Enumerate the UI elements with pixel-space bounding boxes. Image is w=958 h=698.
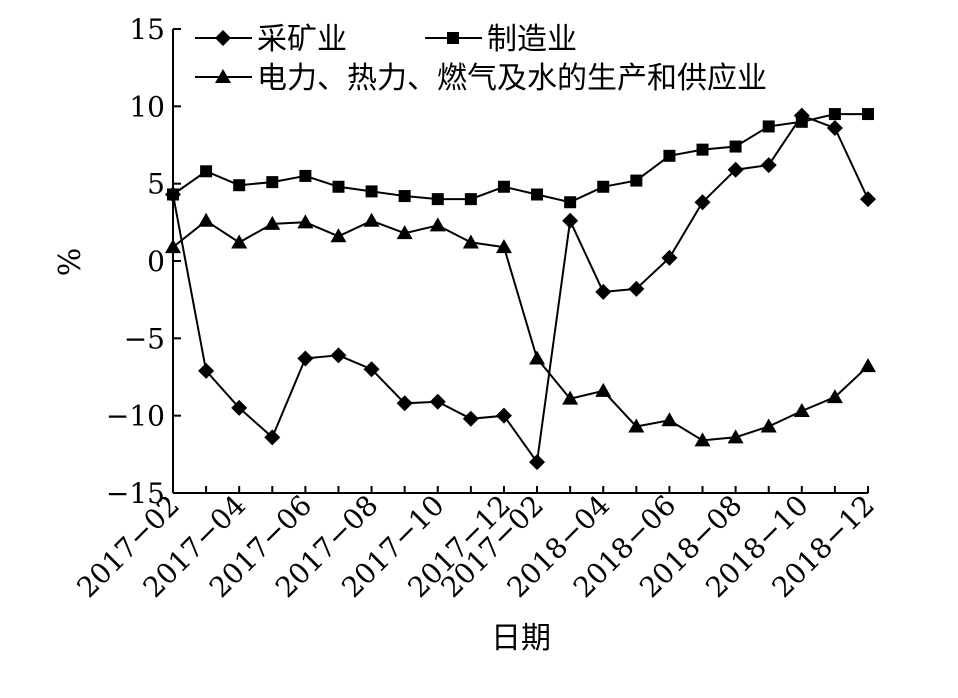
data-point bbox=[464, 193, 477, 206]
series-3 bbox=[165, 212, 876, 447]
data-point bbox=[363, 212, 380, 227]
y-tick-label: −15 bbox=[106, 477, 165, 510]
data-point bbox=[231, 399, 248, 416]
data-point bbox=[297, 350, 314, 367]
data-point bbox=[462, 234, 479, 249]
series-line bbox=[172, 114, 869, 465]
legend-marker bbox=[447, 32, 459, 44]
data-point bbox=[429, 393, 446, 410]
data-point bbox=[760, 418, 777, 433]
y-tick-label: 5 bbox=[147, 168, 165, 201]
data-point bbox=[795, 115, 808, 128]
data-point bbox=[760, 157, 777, 174]
data-point bbox=[727, 161, 744, 178]
data-point bbox=[297, 214, 314, 229]
data-point bbox=[396, 395, 413, 412]
data-point bbox=[529, 454, 546, 471]
legend-item: 电力、热力、燃气及水的生产和供应业 bbox=[195, 61, 767, 96]
data-point bbox=[266, 176, 279, 189]
data-point bbox=[233, 179, 246, 192]
data-point bbox=[630, 174, 643, 187]
data-point bbox=[826, 389, 843, 404]
data-point bbox=[562, 212, 579, 229]
data-point bbox=[661, 249, 678, 266]
y-tick-label: 0 bbox=[147, 245, 165, 278]
y-tick-label: 15 bbox=[129, 13, 165, 46]
y-axis-ticks: 15 10 5 0 −5 −10 −15 bbox=[106, 13, 181, 510]
data-point bbox=[398, 190, 411, 203]
data-point bbox=[862, 108, 874, 121]
legend-label: 制造业 bbox=[487, 22, 577, 57]
y-tick-label: 10 bbox=[129, 90, 165, 123]
data-point bbox=[826, 119, 843, 136]
y-tick-label: −5 bbox=[124, 322, 165, 355]
data-point bbox=[531, 188, 544, 201]
data-point bbox=[663, 149, 676, 162]
data-point bbox=[332, 180, 345, 193]
series-2 bbox=[167, 108, 874, 209]
series-line bbox=[172, 113, 868, 204]
data-point bbox=[200, 165, 213, 178]
data-point bbox=[330, 347, 347, 364]
data-point bbox=[396, 225, 413, 240]
data-point bbox=[628, 280, 645, 297]
data-point bbox=[330, 228, 347, 243]
legend-item: 制造业 bbox=[425, 22, 577, 57]
legend-marker bbox=[215, 69, 231, 83]
data-point bbox=[597, 180, 610, 193]
data-point bbox=[727, 429, 744, 444]
y-axis-label: % bbox=[53, 248, 88, 277]
data-point bbox=[495, 407, 512, 424]
legend-label: 电力、热力、燃气及水的生产和供应业 bbox=[257, 61, 767, 96]
data-point bbox=[628, 418, 645, 433]
data-point bbox=[694, 194, 711, 211]
data-point bbox=[828, 108, 841, 121]
data-point bbox=[264, 429, 281, 446]
data-point bbox=[696, 143, 709, 156]
data-point bbox=[661, 412, 678, 427]
data-point bbox=[198, 212, 215, 227]
y-tick-label: −10 bbox=[106, 400, 165, 433]
data-point bbox=[198, 362, 215, 379]
data-point bbox=[299, 169, 312, 182]
data-point bbox=[167, 188, 179, 201]
data-point bbox=[365, 185, 378, 198]
legend-item: 采矿业 bbox=[195, 22, 347, 57]
data-point bbox=[165, 239, 181, 254]
data-point bbox=[595, 382, 612, 397]
data-point bbox=[495, 239, 512, 254]
x-axis-label: 日期 bbox=[491, 621, 551, 656]
legend-marker bbox=[215, 30, 231, 46]
data-point bbox=[793, 403, 810, 418]
data-point bbox=[762, 120, 775, 133]
series-layer bbox=[165, 107, 876, 471]
data-point bbox=[429, 217, 446, 232]
data-point bbox=[729, 140, 742, 153]
data-point bbox=[231, 234, 248, 249]
data-point bbox=[694, 432, 711, 447]
data-point bbox=[562, 390, 579, 405]
data-point bbox=[497, 180, 510, 193]
data-point bbox=[595, 283, 612, 300]
series-1 bbox=[165, 107, 876, 471]
data-point bbox=[529, 350, 546, 365]
data-point bbox=[264, 215, 281, 230]
data-point bbox=[431, 193, 444, 206]
data-point bbox=[363, 361, 380, 378]
series-line bbox=[172, 219, 869, 442]
data-point bbox=[564, 196, 577, 209]
x-axis-ticks: 2017−022017−042017−062017−082017−102017−… bbox=[70, 486, 881, 604]
data-point bbox=[860, 191, 876, 208]
data-point bbox=[462, 410, 479, 427]
data-point bbox=[860, 358, 876, 373]
legend-label: 采矿业 bbox=[257, 22, 347, 57]
